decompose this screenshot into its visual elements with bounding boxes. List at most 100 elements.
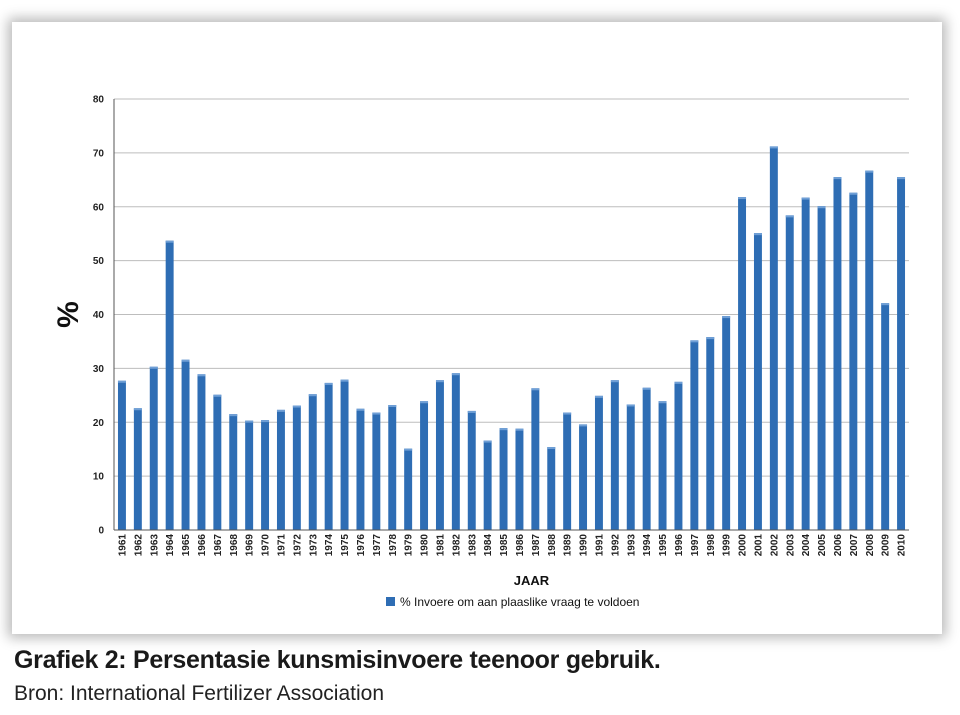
x-tick-label: 1971 <box>276 534 287 557</box>
bar-top <box>769 146 778 149</box>
x-tick-label: 2004 <box>801 534 812 557</box>
figure-caption-source: Bron: International Fertilizer Associati… <box>14 682 385 705</box>
legend-label: % Invoere om aan plaaslike vraag te vold… <box>400 595 639 609</box>
x-tick-label: 1970 <box>261 534 272 557</box>
x-tick-label: 2002 <box>769 534 780 557</box>
y-tick-label: 40 <box>93 310 105 321</box>
bar-top <box>785 215 794 218</box>
x-tick-label: 1961 <box>117 534 128 557</box>
x-tick-label: 1963 <box>149 534 160 557</box>
bar-top <box>817 206 826 209</box>
bar-top <box>563 412 572 415</box>
bar <box>340 379 349 530</box>
x-tick-label: 2001 <box>753 534 764 557</box>
y-tick-label: 60 <box>93 202 105 213</box>
x-tick-label: 1992 <box>610 534 621 557</box>
x-tick-label: 2006 <box>833 534 844 557</box>
bar-top <box>165 240 174 243</box>
bar <box>706 337 715 530</box>
x-tick-label: 1980 <box>420 534 431 557</box>
bar-top <box>340 379 349 382</box>
x-tick-label: 2008 <box>865 534 876 557</box>
bar <box>467 410 476 530</box>
x-axis-label: JAAR <box>514 573 550 588</box>
legend: % Invoere om aan plaaslike vraag te vold… <box>386 595 639 609</box>
bar-top <box>483 440 492 443</box>
chart-card: 0 10 20 30 40 50 60 70 80 1961 1962 1963 1964 1965 19… <box>12 22 942 634</box>
x-tick-label: 1973 <box>308 534 319 557</box>
bar-top <box>229 414 238 417</box>
x-tick-label: 1988 <box>547 534 558 557</box>
x-tick-label: 1987 <box>531 534 542 557</box>
y-tick-label: 70 <box>93 148 105 159</box>
x-tick-label: 1962 <box>133 534 144 557</box>
bar-top <box>547 447 556 450</box>
bar <box>483 440 492 530</box>
x-tick-label: 2007 <box>849 534 860 557</box>
bar <box>420 401 429 530</box>
bar <box>642 387 651 530</box>
x-tick-label: 1968 <box>229 534 240 557</box>
bar <box>897 177 906 530</box>
bar <box>372 412 381 530</box>
bar <box>547 447 556 530</box>
bar-top <box>181 359 190 362</box>
bar <box>292 405 301 530</box>
x-tick-label: 2003 <box>785 534 796 557</box>
x-tick-label: 1993 <box>626 534 637 557</box>
bar <box>785 215 794 530</box>
bar-top <box>388 405 397 408</box>
x-tick-label: 1981 <box>435 534 446 557</box>
bar-top <box>579 424 588 427</box>
bar-top <box>594 395 603 398</box>
x-tick-label: 2010 <box>897 534 908 557</box>
x-tick-label: 1996 <box>674 534 685 557</box>
bar <box>690 340 699 530</box>
x-tick-label: 1982 <box>451 534 462 557</box>
bar-top <box>753 233 762 236</box>
x-tick-label: 1990 <box>579 534 590 557</box>
x-tick-label: 1965 <box>181 534 192 557</box>
x-tick-label: 1974 <box>324 534 335 557</box>
bar-top <box>881 303 890 306</box>
bar-top <box>849 192 858 195</box>
y-tick-label: 0 <box>98 526 104 537</box>
x-tick-label: 2009 <box>881 534 892 557</box>
bar-top <box>865 170 874 173</box>
bar-top <box>372 412 381 415</box>
bar <box>658 401 667 530</box>
bar-top <box>690 340 699 343</box>
x-tick-label: 2005 <box>817 534 828 557</box>
bar-top <box>674 381 683 384</box>
x-tick-label: 1979 <box>404 534 415 557</box>
bar-top <box>722 316 731 319</box>
bar-top <box>658 401 667 404</box>
bar <box>674 381 683 530</box>
bar <box>435 380 444 530</box>
bar-top <box>404 448 413 451</box>
y-axis-label: % <box>52 301 85 328</box>
x-tick-label: 1975 <box>340 534 351 557</box>
bar <box>388 405 397 530</box>
bar-top <box>117 380 126 383</box>
bar <box>165 240 174 530</box>
x-tick-label: 1995 <box>658 534 669 557</box>
bar <box>610 380 619 530</box>
bar-top <box>149 366 158 369</box>
y-tick-label: 20 <box>93 418 105 429</box>
y-tick-label: 50 <box>93 256 105 267</box>
bar <box>117 380 126 530</box>
bar <box>738 197 747 531</box>
bar-top <box>610 380 619 383</box>
bar <box>865 170 874 530</box>
bar <box>515 428 524 530</box>
bar-top <box>133 408 142 411</box>
bar <box>563 412 572 530</box>
y-tick-label: 80 <box>93 95 105 106</box>
bar <box>213 394 222 530</box>
x-tick-label: 1972 <box>292 534 303 557</box>
bar <box>261 420 270 530</box>
bar <box>579 424 588 530</box>
bar <box>833 177 842 530</box>
bars <box>117 146 906 531</box>
